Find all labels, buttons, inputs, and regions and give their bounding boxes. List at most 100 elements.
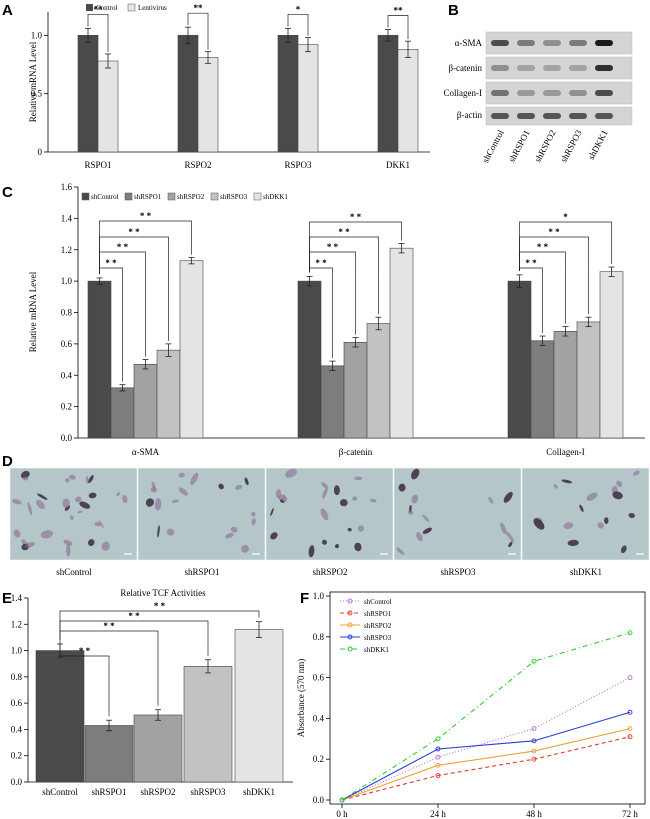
c-error-bar [188, 257, 195, 265]
c-error-bar [306, 276, 313, 287]
f-point-shrspo2 [627, 726, 633, 732]
blot-band [517, 90, 535, 96]
f-line-shdkk1 [341, 632, 631, 801]
a-category-label: RSPO2 [184, 160, 211, 170]
c-error-bar [329, 360, 336, 371]
e-y-tick: 0.0 [11, 777, 23, 787]
f-y-tick: 0.8 [313, 632, 325, 642]
a-category-label: DKK1 [386, 160, 410, 170]
c-y-tick: 0.0 [61, 433, 73, 443]
panel-label-a: A [2, 2, 13, 19]
c-error-bar [608, 266, 615, 277]
e-category-label: shRSPO3 [190, 787, 226, 797]
f-legend-label: shRSPO1 [364, 610, 392, 618]
c-y-tick: 0.6 [61, 339, 73, 349]
a-error-bar [405, 40, 411, 58]
e-error-bar [205, 659, 211, 674]
blot-band [569, 65, 587, 71]
blot-band [491, 90, 509, 96]
c-legend-swatch [124, 192, 133, 201]
f-point-shcontrol [531, 726, 537, 732]
a-error-bar [205, 51, 211, 64]
c-y-tick: 0.8 [61, 308, 73, 318]
f-legend-label: shDKK1 [364, 646, 389, 654]
c-y-tick: 0.2 [61, 402, 72, 412]
micrograph-label: shControl [56, 567, 92, 577]
svg-text:* *: * * [350, 212, 362, 222]
blot-row-label: Collagen-I [444, 88, 483, 98]
c-y-tick: 1.0 [61, 276, 73, 286]
e-bar-shcontrol [35, 650, 85, 783]
f-point-shdkk1 [435, 736, 441, 742]
a-error-bar [185, 26, 191, 44]
panel-label-f: F [300, 590, 309, 607]
a-bar-control-dkk1 [377, 35, 399, 153]
a-error-bar [305, 37, 311, 53]
c-bar [530, 340, 555, 439]
svg-text:* *: * * [79, 646, 91, 656]
svg-text:* *: * * [128, 611, 140, 621]
e-bar-shrspo1 [84, 725, 134, 783]
a-error-bar [85, 27, 91, 43]
svg-text:* *: * * [105, 258, 117, 268]
blot-band [595, 65, 613, 71]
c-legend-label: shDKK1 [263, 193, 288, 201]
blot-column-label: shRSPO1 [506, 128, 531, 164]
c-error-bar [398, 243, 405, 254]
c-error-bar [585, 316, 592, 328]
a-y-tick: 1.0 [31, 30, 43, 40]
blot-band [543, 40, 561, 46]
f-point-shrspo1 [435, 773, 441, 778]
c-bar [156, 349, 181, 439]
a-significance: ** [187, 3, 209, 50]
a-bar-lentivirus-rspo3 [297, 44, 319, 153]
blot-strip [485, 56, 633, 80]
f-line-shrspo1 [341, 736, 631, 801]
e-bar-shdkk1 [234, 629, 284, 783]
micrograph-label: shRSPO3 [440, 567, 476, 577]
f-y-tick: 0.2 [313, 754, 324, 764]
c-legend-label: shRSPO2 [177, 193, 205, 201]
e-y-tick: 1.2 [11, 619, 22, 629]
blot-band [569, 90, 587, 96]
f-line-shrspo3 [341, 711, 631, 801]
e-category-label: shRSPO1 [91, 787, 126, 797]
blot-column-label: shRSPO2 [532, 128, 557, 164]
blot-band [595, 40, 613, 46]
a-y-tick: 0.5 [31, 89, 43, 99]
f-y-axis-label: Absorbance (570 nm) [296, 659, 306, 737]
f-y-tick: 0.0 [313, 795, 325, 805]
f-point-shrspo3 [627, 709, 633, 715]
e-category-label: shControl [42, 787, 78, 797]
c-error-bar [562, 326, 569, 337]
blot-column-label: shRSPO3 [558, 128, 584, 164]
blot-band [543, 90, 561, 96]
a-bar-lentivirus-dkk1 [397, 49, 419, 153]
f-point-shcontrol [627, 675, 633, 681]
blot-row-label: β-catenin [448, 63, 482, 73]
f-point-shrspo2 [531, 748, 537, 754]
micrograph-shcontrol [9, 467, 138, 561]
svg-text:* *: * * [117, 242, 129, 252]
a-bar-control-rspo1 [77, 35, 99, 153]
c-legend-swatch [210, 192, 219, 201]
c-bar [179, 260, 204, 439]
c-category-label: α-SMA [132, 447, 160, 457]
f-point-shrspo1 [531, 756, 537, 762]
c-bar [366, 323, 391, 439]
blot-band [517, 113, 535, 119]
c-error-bar [539, 335, 546, 346]
a-bar-control-rspo2 [177, 35, 199, 153]
f-y-tick: 0.6 [313, 673, 325, 683]
c-bar [507, 280, 532, 439]
f-point-shrspo3 [435, 746, 441, 752]
blot-band [543, 65, 561, 71]
chart-f: Absorbance (570 nm) 0.0 0.2 0.4 0.6 0.8 1.0 0 … [296, 591, 646, 819]
a-bar-control-rspo3 [277, 35, 299, 153]
blot-band [569, 113, 587, 119]
c-significance: * * [309, 212, 402, 273]
c-category-label: β-catenin [339, 447, 373, 457]
c-error-bar [352, 337, 359, 348]
a-bar-lentivirus-rspo1 [97, 60, 119, 153]
f-y-tick: 1.0 [313, 591, 325, 601]
